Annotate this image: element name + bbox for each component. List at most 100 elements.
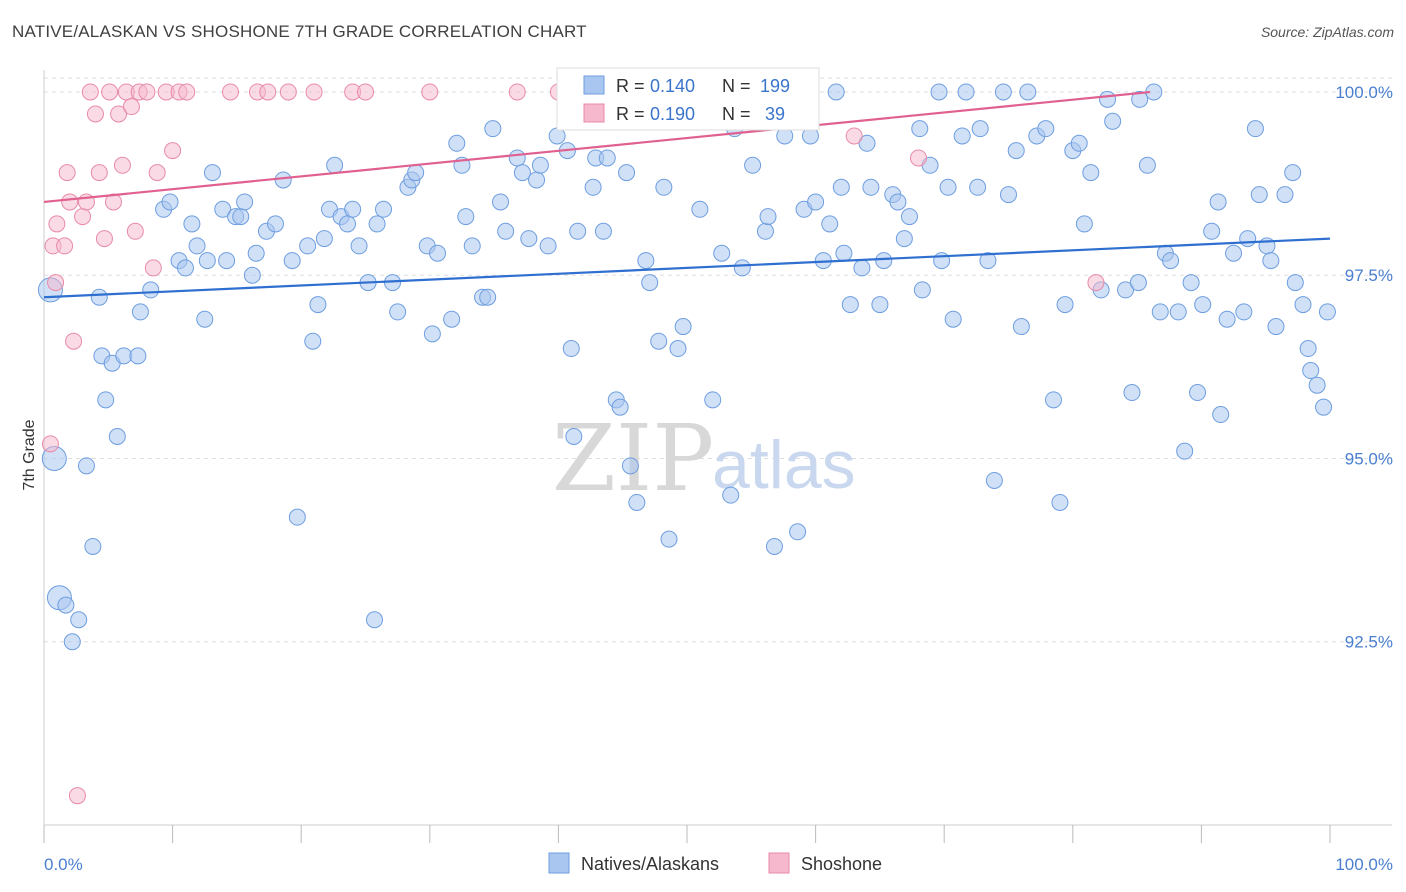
data-point-natives-alaskans	[957, 83, 975, 101]
data-point-natives-alaskans	[1117, 281, 1135, 299]
data-point-shoshone	[144, 259, 162, 277]
data-point-natives-alaskans	[1299, 340, 1317, 358]
data-point-shoshone	[74, 208, 92, 226]
data-point-natives-alaskans	[618, 164, 636, 182]
data-point-natives-alaskans	[621, 457, 639, 475]
data-point-natives-alaskans	[142, 281, 160, 299]
data-point-natives-alaskans	[326, 156, 344, 174]
data-point-natives-alaskans	[1250, 186, 1268, 204]
data-point-shoshone	[68, 787, 86, 805]
data-point-natives-alaskans	[744, 156, 762, 174]
data-point-natives-alaskans	[1302, 362, 1320, 380]
legend-r-value-1: 0.140	[650, 76, 695, 96]
data-point-natives-alaskans	[236, 193, 254, 211]
bottom-legend-label-blue: Natives/Alaskans	[581, 854, 719, 874]
data-point-natives-alaskans	[1318, 303, 1336, 321]
data-point-natives-alaskans	[1082, 164, 1100, 182]
data-point-natives-alaskans	[77, 457, 95, 475]
data-point-natives-alaskans	[584, 178, 602, 196]
data-point-natives-alaskans	[283, 252, 301, 270]
data-point-natives-alaskans	[930, 83, 948, 101]
grid-lines	[44, 77, 1392, 643]
data-point-shoshone	[221, 83, 239, 101]
chart-title: NATIVE/ALASKAN VS SHOSHONE 7TH GRADE COR…	[12, 22, 587, 41]
data-point-natives-alaskans	[1169, 303, 1187, 321]
data-point-natives-alaskans	[176, 259, 194, 277]
data-point-natives-alaskans	[889, 193, 907, 211]
data-point-shoshone	[81, 83, 99, 101]
data-point-natives-alaskans	[188, 237, 206, 255]
legend-n-value-1: 199	[760, 76, 790, 96]
data-point-natives-alaskans	[1051, 493, 1069, 511]
chart-source: Source: ZipAtlas.com	[1260, 24, 1394, 40]
data-point-natives-alaskans	[913, 281, 931, 299]
data-point-natives-alaskans	[407, 164, 425, 182]
data-point-natives-alaskans	[1099, 90, 1117, 108]
data-point-natives-alaskans	[484, 120, 502, 138]
data-point-natives-alaskans	[161, 193, 179, 211]
data-point-natives-alaskans	[1209, 193, 1227, 211]
data-point-shoshone	[86, 105, 104, 123]
data-point-natives-alaskans	[183, 215, 201, 233]
data-point-natives-alaskans	[691, 200, 709, 218]
data-point-natives-alaskans	[1176, 442, 1194, 460]
data-point-natives-alaskans	[1123, 384, 1141, 402]
data-point-shoshone	[56, 237, 74, 255]
data-point-natives-alaskans	[1151, 303, 1169, 321]
data-point-natives-alaskans	[971, 120, 989, 138]
data-point-natives-alaskans	[315, 230, 333, 248]
data-point-natives-alaskans	[389, 303, 407, 321]
data-point-natives-alaskans	[1104, 112, 1122, 130]
data-point-natives-alaskans	[994, 83, 1012, 101]
data-point-natives-alaskans	[953, 127, 971, 145]
data-point-shoshone	[101, 83, 119, 101]
trend-line-natives-alaskans	[43, 237, 1331, 299]
data-point-shoshone	[138, 83, 156, 101]
data-point-shoshone	[279, 83, 297, 101]
data-point-natives-alaskans	[479, 288, 497, 306]
data-point-natives-alaskans	[214, 200, 232, 218]
data-point-natives-alaskans	[1037, 120, 1055, 138]
data-point-natives-alaskans	[756, 222, 774, 240]
data-point-shoshone	[95, 230, 113, 248]
data-point-natives-alaskans	[979, 252, 997, 270]
data-point-natives-alaskans	[1194, 296, 1212, 314]
data-point-natives-alaskans	[115, 347, 133, 365]
data-point-natives-alaskans	[598, 149, 616, 167]
data-point-natives-alaskans	[875, 252, 893, 270]
legend-n-value-2: 39	[760, 104, 785, 124]
data-point-natives-alaskans	[423, 325, 441, 343]
bottom-legend-swatch-pink	[768, 852, 790, 874]
data-point-natives-alaskans	[841, 296, 859, 314]
data-point-natives-alaskans	[1225, 244, 1243, 262]
y-tick-label: 92.5%	[1345, 633, 1393, 652]
data-point-natives-alaskans	[463, 237, 481, 255]
bottom-legend: Natives/Alaskans Shoshone	[548, 852, 882, 874]
legend-n-label-1: N =	[722, 76, 751, 96]
data-point-natives-alaskans	[1138, 156, 1156, 174]
data-point-natives-alaskans	[528, 171, 546, 189]
data-point-shoshone	[48, 215, 66, 233]
data-point-natives-alaskans	[641, 274, 659, 292]
data-point-natives-alaskans	[344, 200, 362, 218]
data-point-shoshone	[845, 127, 863, 145]
legend-n-label-2: N =	[722, 104, 751, 124]
data-point-shoshone	[90, 164, 108, 182]
data-point-natives-alaskans	[562, 340, 580, 358]
y-tick-label: 95.0%	[1345, 449, 1393, 468]
legend-swatch-blue	[583, 75, 605, 95]
data-point-shoshone	[47, 274, 65, 292]
legend-r-label-2: R =	[616, 104, 645, 124]
data-point-shoshone	[1087, 274, 1105, 292]
trend-lines	[43, 90, 1331, 299]
data-point-natives-alaskans	[274, 171, 292, 189]
data-point-natives-alaskans	[807, 193, 825, 211]
data-point-natives-alaskans	[1075, 215, 1093, 233]
data-point-natives-alaskans	[765, 537, 783, 555]
data-point-natives-alaskans	[366, 611, 384, 629]
data-point-natives-alaskans	[1262, 252, 1280, 270]
data-point-natives-alaskans	[350, 237, 368, 255]
data-point-natives-alaskans	[57, 596, 75, 614]
data-point-shoshone	[178, 83, 196, 101]
